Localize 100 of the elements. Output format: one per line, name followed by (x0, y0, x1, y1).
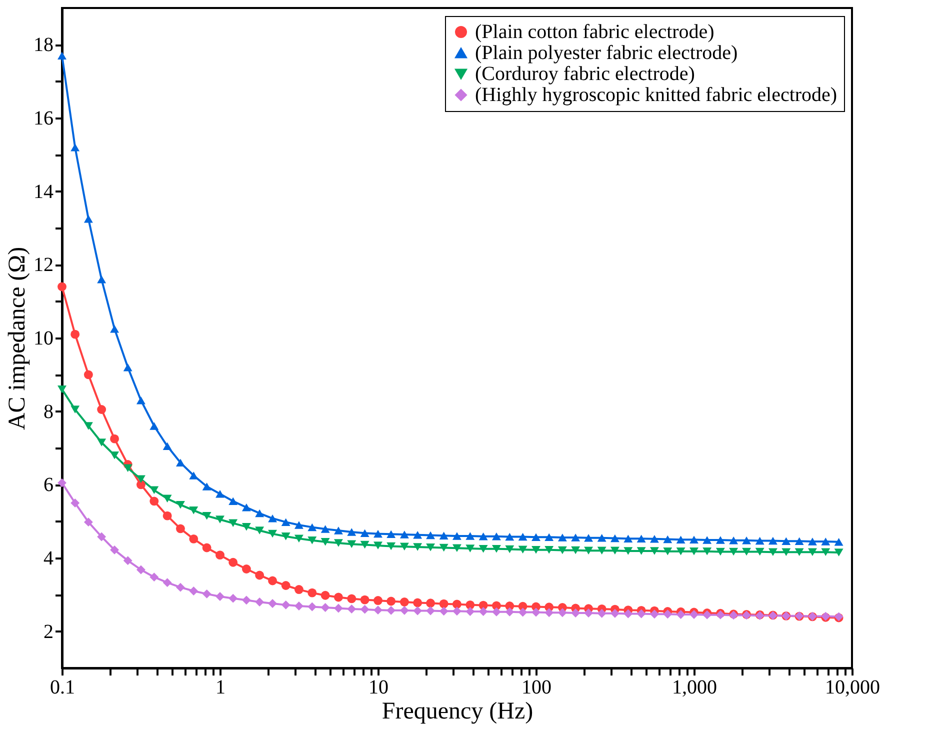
point (808, 538, 817, 546)
legend-label: (Plain polyester fabric electrode) (475, 42, 738, 64)
y-tick-label: 14 (34, 180, 54, 203)
point (360, 540, 370, 549)
point (308, 588, 317, 598)
point (492, 544, 501, 553)
point (268, 514, 277, 522)
y-tick-label: 18 (34, 34, 54, 56)
point (663, 610, 672, 619)
point (426, 531, 435, 540)
point (334, 526, 343, 534)
point (729, 536, 738, 544)
y-tick-label: 16 (34, 108, 54, 130)
legend-label: (Corduroy fabric electrode) (475, 63, 695, 85)
point (702, 548, 712, 556)
point (255, 598, 264, 606)
point (505, 607, 514, 616)
point (255, 570, 264, 580)
x-tick-label: 10,000 (825, 676, 880, 698)
point (426, 606, 435, 616)
point (374, 530, 382, 538)
point (413, 543, 422, 551)
point (189, 586, 198, 596)
y-axis-title: AC impedance (Ω) (4, 246, 30, 430)
point (136, 396, 146, 404)
point (242, 522, 251, 531)
point (97, 438, 106, 446)
point (320, 538, 330, 546)
point (176, 458, 185, 467)
point (347, 528, 356, 536)
point (162, 511, 172, 520)
point (294, 585, 304, 594)
y-tick-label: 12 (34, 254, 54, 276)
point (242, 564, 251, 574)
point (255, 509, 264, 518)
point (636, 547, 646, 555)
point (334, 592, 343, 602)
point (70, 143, 80, 152)
point (690, 536, 698, 544)
point (624, 609, 633, 618)
point (782, 537, 791, 546)
point (597, 608, 606, 618)
point (202, 543, 212, 552)
point (742, 548, 751, 556)
point (690, 548, 698, 556)
point (558, 608, 567, 618)
point (768, 536, 778, 545)
point (571, 534, 580, 542)
point (308, 536, 317, 544)
point (610, 546, 620, 555)
point (308, 602, 317, 612)
point (281, 600, 290, 610)
y-tick-label: 8 (44, 400, 54, 423)
point (663, 535, 672, 544)
point (413, 606, 422, 616)
point (478, 532, 488, 540)
point (597, 534, 606, 542)
point (281, 532, 290, 540)
x-tick-label: 1 (216, 676, 226, 698)
point (334, 604, 343, 613)
point (216, 516, 224, 524)
point (466, 600, 475, 610)
point (808, 548, 817, 556)
point (202, 482, 212, 490)
point (202, 589, 212, 598)
point (84, 518, 93, 527)
point (518, 608, 528, 617)
point (768, 548, 778, 556)
point (268, 576, 277, 586)
point (374, 542, 382, 550)
legend-label: (Highly hygroscopic knitted fabric electrode) (475, 84, 838, 106)
point (610, 534, 620, 542)
point (374, 606, 382, 615)
point (347, 540, 356, 548)
point (452, 606, 462, 616)
point (452, 600, 462, 609)
point (70, 330, 80, 339)
point (716, 536, 725, 544)
point (439, 599, 448, 608)
point (110, 434, 119, 444)
point (242, 504, 251, 512)
point (532, 608, 540, 617)
x-tick-label: 1,000 (672, 676, 717, 698)
point (571, 546, 580, 554)
point (558, 546, 567, 554)
point (123, 464, 132, 472)
point (544, 546, 554, 554)
point (242, 596, 251, 605)
point (439, 544, 448, 552)
point (162, 494, 172, 502)
point (189, 534, 198, 544)
point (58, 52, 66, 60)
point (400, 530, 409, 538)
point (558, 534, 567, 542)
point (58, 478, 66, 488)
point (584, 546, 593, 555)
point (97, 275, 106, 284)
point (84, 214, 93, 223)
point (716, 548, 725, 556)
point (532, 533, 540, 541)
